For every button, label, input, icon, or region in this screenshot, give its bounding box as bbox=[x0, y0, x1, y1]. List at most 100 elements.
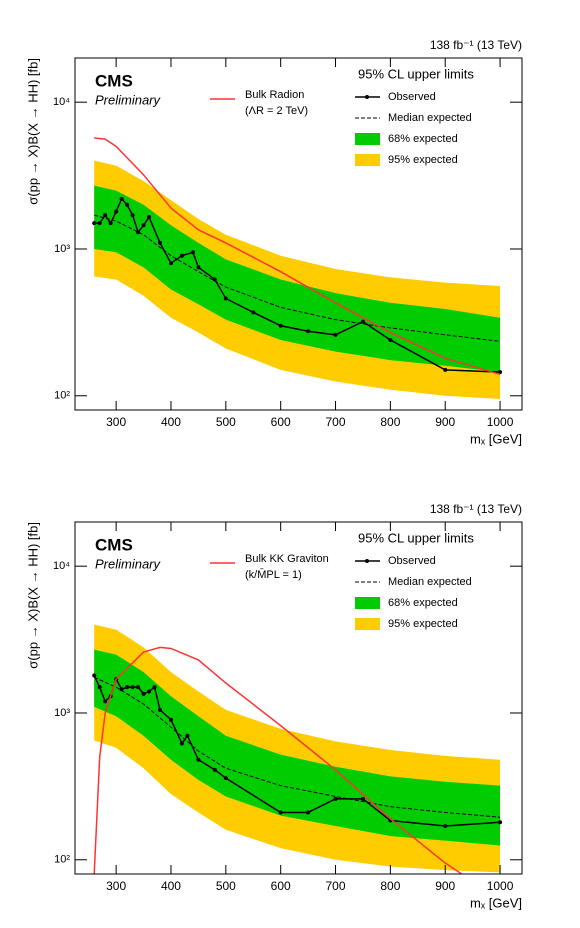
x-tick-label: 600 bbox=[271, 879, 291, 893]
frame bbox=[74, 521, 523, 875]
x-tick-label: 400 bbox=[161, 879, 181, 893]
observed-point bbox=[168, 261, 173, 266]
observed-point bbox=[498, 820, 503, 825]
observed-point bbox=[168, 717, 173, 722]
observed-point bbox=[179, 253, 184, 258]
experiment-label: CMS bbox=[95, 535, 133, 554]
observed-point bbox=[119, 687, 124, 692]
legend-band bbox=[355, 154, 380, 166]
observed-point bbox=[147, 689, 152, 694]
x-tick-label: 700 bbox=[326, 415, 346, 429]
legend-band bbox=[355, 618, 380, 630]
observed-point bbox=[125, 685, 130, 690]
status-label: Preliminary bbox=[95, 556, 162, 571]
observed-point bbox=[498, 370, 503, 375]
legend-band bbox=[355, 133, 380, 145]
observed-point bbox=[278, 323, 283, 328]
observed-point bbox=[306, 329, 311, 334]
legend-label: Bulk Radion bbox=[245, 89, 304, 101]
observed-line bbox=[94, 197, 501, 373]
x-tick-label: 900 bbox=[435, 415, 455, 429]
lumi-label: 138 fb⁻¹ (13 TeV) bbox=[430, 38, 522, 52]
y-tick-label: 10² bbox=[54, 854, 70, 866]
x-tick-label: 700 bbox=[326, 879, 346, 893]
observed-point bbox=[212, 277, 217, 282]
observed-point bbox=[196, 757, 201, 762]
observed-point bbox=[97, 221, 102, 226]
legend-label: 68% expected bbox=[388, 133, 458, 145]
y-tick-label: 10² bbox=[54, 390, 70, 402]
observed-point bbox=[278, 810, 283, 815]
observed-point bbox=[147, 215, 152, 220]
chart: 300 400 500 600 700 800 900 1000 10² 10³ 10⁴ mₓ [Ge… bbox=[25, 38, 523, 446]
observed-point bbox=[92, 673, 97, 678]
plot-area bbox=[92, 137, 503, 400]
observed-point bbox=[114, 209, 119, 214]
observed-point bbox=[158, 707, 163, 712]
signal-line bbox=[93, 646, 463, 874]
observed-point bbox=[108, 221, 113, 226]
observed-point bbox=[136, 230, 141, 235]
observed-point bbox=[158, 240, 163, 245]
x-tick-label: 400 bbox=[161, 415, 181, 429]
observed-point bbox=[196, 265, 201, 270]
legend-label: Observed bbox=[388, 555, 436, 567]
legend-observed bbox=[365, 559, 369, 563]
x-tick-label: 800 bbox=[380, 879, 400, 893]
observed-point bbox=[360, 319, 365, 324]
x-tick-label: 900 bbox=[435, 879, 455, 893]
status-label: Preliminary bbox=[95, 92, 162, 107]
legend-label: Bulk KK Graviton bbox=[245, 553, 329, 565]
x-tick-label: 300 bbox=[106, 415, 126, 429]
legend-label: (ΛR = 2 TeV) bbox=[245, 105, 308, 117]
y-tick-label: 10⁴ bbox=[53, 560, 70, 572]
median-line bbox=[93, 676, 501, 818]
lumi-label: 138 fb⁻¹ (13 TeV) bbox=[430, 502, 522, 516]
band bbox=[94, 185, 501, 373]
x-tick-label: 800 bbox=[380, 415, 400, 429]
observed-point bbox=[119, 196, 124, 201]
y-axis-label: σ(pp → X)B(X → HH) [fb] bbox=[25, 522, 40, 669]
observed-point bbox=[223, 776, 228, 781]
observed-point bbox=[333, 796, 338, 801]
legend-title: 95% CL upper limits bbox=[358, 66, 474, 81]
signal-line bbox=[94, 137, 501, 376]
legend-label: (k/M̄PL = 1) bbox=[245, 568, 302, 581]
y-tick-label: 10⁴ bbox=[53, 96, 70, 108]
plot-area bbox=[92, 624, 503, 874]
observed-point bbox=[130, 685, 135, 690]
observed-point bbox=[388, 337, 393, 342]
observed-point bbox=[223, 296, 228, 301]
observed-point bbox=[306, 810, 311, 815]
frame bbox=[74, 57, 523, 411]
observed-point bbox=[333, 332, 338, 337]
band bbox=[94, 649, 501, 846]
x-tick-label: 1000 bbox=[487, 879, 514, 893]
x-tick-label: 500 bbox=[216, 415, 236, 429]
observed-point bbox=[185, 733, 190, 738]
x-tick-label: 300 bbox=[106, 879, 126, 893]
observed-point bbox=[152, 685, 157, 690]
legend-label: Observed bbox=[388, 91, 436, 103]
y-axis-label: σ(pp → X)B(X → HH) [fb] bbox=[25, 58, 40, 205]
legend-title: 95% CL upper limits bbox=[358, 530, 474, 545]
x-axis-label: mₓ [GeV] bbox=[470, 895, 522, 910]
observed-point bbox=[136, 685, 141, 690]
observed-point bbox=[130, 213, 135, 218]
legend-band bbox=[355, 597, 380, 609]
x-tick-label: 500 bbox=[216, 879, 236, 893]
observed-point bbox=[212, 767, 217, 772]
observed-point bbox=[141, 691, 146, 696]
x-axis-label: mₓ [GeV] bbox=[470, 431, 522, 446]
observed-point bbox=[443, 823, 448, 828]
observed-point bbox=[360, 796, 365, 801]
legend-label: Median expected bbox=[388, 576, 472, 588]
observed-point bbox=[443, 367, 448, 372]
observed-point bbox=[190, 250, 195, 255]
observed-point bbox=[103, 699, 108, 704]
legend-label: 95% expected bbox=[388, 618, 458, 630]
observed-point bbox=[103, 213, 108, 218]
y-tick-label: 10³ bbox=[54, 707, 70, 719]
observed-point bbox=[97, 685, 102, 690]
median-line bbox=[94, 214, 501, 342]
